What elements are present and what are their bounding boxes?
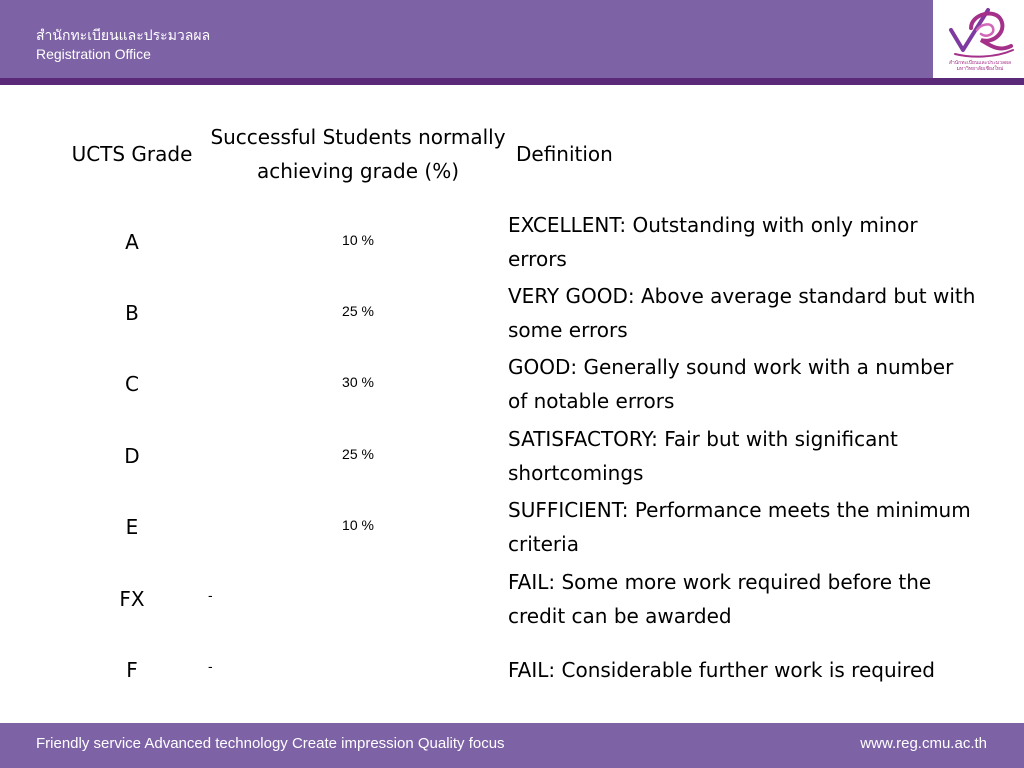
- percent-value: 25 %: [342, 303, 374, 320]
- logo-caption: สำนักทะเบียนและประมวลผล มหาวิทยาลัยเชียง…: [948, 60, 1012, 72]
- definition-cell: GOOD: Generally sound work with a number…: [508, 355, 954, 414]
- footer-url: www.reg.cmu.ac.th: [860, 735, 987, 752]
- table-row: E 10 % SUFFICIENT: Performance meets the…: [56, 492, 976, 563]
- header-divider: [0, 78, 1024, 85]
- grade-cell: F: [126, 658, 138, 683]
- table-row: B 25 % VERY GOOD: Above average standard…: [56, 277, 976, 348]
- percent-value: 10 %: [342, 231, 374, 248]
- percent-cell: -: [208, 563, 508, 634]
- percent-cell: 30 %: [208, 349, 508, 420]
- percent-cell: 10 %: [208, 206, 508, 277]
- office-name-english: Registration Office: [36, 46, 151, 62]
- grading-table: UCTS Grade Successful Students normally …: [56, 102, 976, 706]
- table-row: D 25 % SATISFACTORY: Fair but with signi…: [56, 420, 976, 491]
- footer-bar: Friendly service Advanced technology Cre…: [0, 723, 1024, 768]
- definition-cell: FAIL: Considerable further work is requi…: [508, 658, 935, 683]
- percent-value: 25 %: [342, 445, 374, 462]
- header-title: สำนักทะเบียนและประมวลผล Registration Off…: [36, 26, 210, 64]
- percent-value: 10 %: [342, 517, 374, 534]
- header-success-percent: Successful Students normally achieving g…: [210, 125, 506, 183]
- header-ucts-grade: UCTS Grade: [71, 142, 193, 166]
- table-header-row: UCTS Grade Successful Students normally …: [56, 102, 976, 206]
- header-bar: สำนักทะเบียนและประมวลผล Registration Off…: [0, 0, 1024, 78]
- grade-cell: E: [125, 515, 139, 540]
- grade-cell: B: [125, 301, 139, 326]
- grade-cell: D: [124, 443, 140, 468]
- grade-cell: FX: [119, 586, 145, 611]
- table-row: F - FAIL: Considerable further work is r…: [56, 634, 976, 705]
- table-row: FX - FAIL: Some more work required befor…: [56, 563, 976, 634]
- table-row: A 10 % EXCELLENT: Outstanding with only …: [56, 206, 976, 277]
- table-row: C 30 % GOOD: Generally sound work with a…: [56, 349, 976, 420]
- definition-cell: FAIL: Some more work required before the…: [508, 569, 932, 628]
- grade-cell: C: [125, 372, 139, 397]
- office-name-thai: สำนักทะเบียนและประมวลผล: [36, 27, 211, 43]
- definition-cell: EXCELLENT: Outstanding with only minor e…: [508, 212, 918, 271]
- percent-value: -: [208, 658, 213, 675]
- percent-value: -: [208, 586, 213, 603]
- logo-icon: [949, 8, 1014, 58]
- percent-cell: 25 %: [208, 420, 508, 491]
- percent-cell: 25 %: [208, 277, 508, 348]
- percent-cell: -: [208, 634, 508, 705]
- percent-cell: 10 %: [208, 492, 508, 563]
- header-definition: Definition: [516, 142, 613, 166]
- definition-cell: SUFFICIENT: Performance meets the minimu…: [508, 498, 971, 557]
- logo: สำนักทะเบียนและประมวลผล มหาวิทยาลัยเชียง…: [933, 0, 1024, 78]
- footer-slogan: Friendly service Advanced technology Cre…: [36, 735, 505, 752]
- grade-cell: A: [125, 229, 139, 254]
- percent-value: 30 %: [342, 374, 374, 391]
- definition-cell: SATISFACTORY: Fair but with significant …: [508, 426, 898, 485]
- definition-cell: VERY GOOD: Above average standard but wi…: [508, 284, 976, 343]
